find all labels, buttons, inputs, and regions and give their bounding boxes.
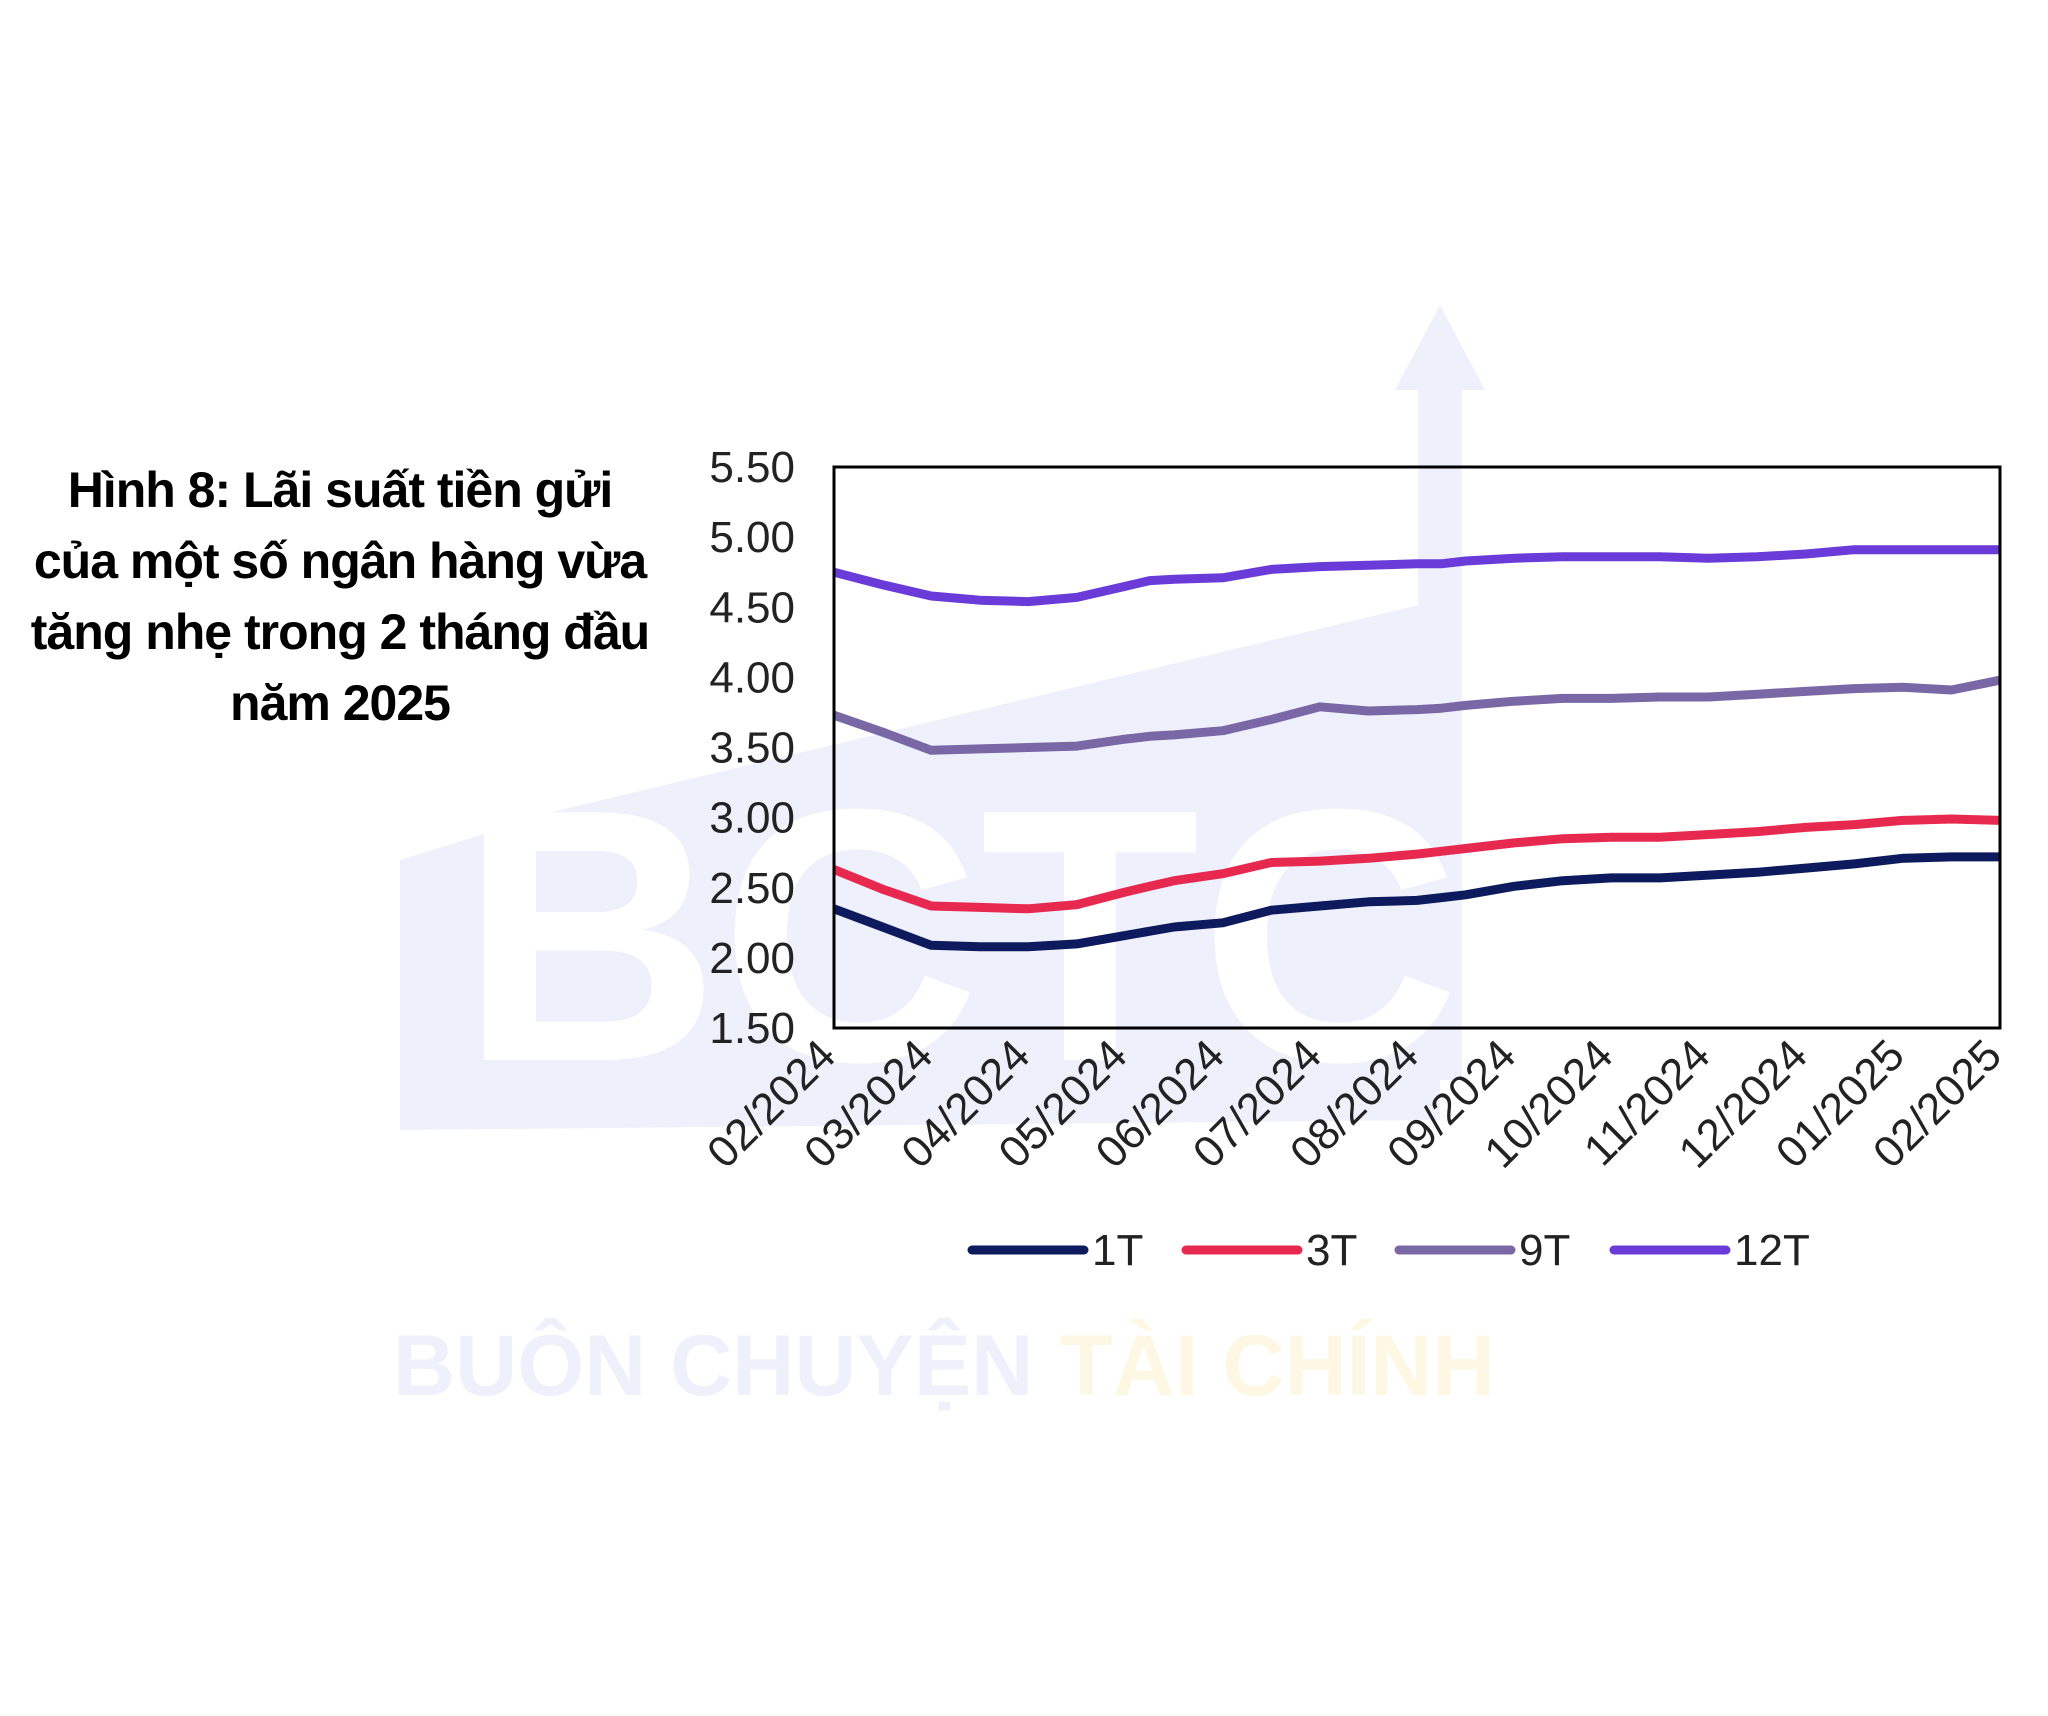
legend-label: 3T [1306, 1226, 1357, 1275]
legend-item-3T: 3T [1181, 1226, 1357, 1275]
series-line-1T [832, 852, 2000, 952]
watermark-logo-letters: BCTC [460, 735, 1460, 1137]
y-tick-label: 4.50 [709, 583, 795, 632]
legend-item-9T: 9T [1394, 1226, 1570, 1275]
y-tick-label: 2.50 [709, 864, 795, 913]
chart-title: Hình 8: Lãi suất tiền gửi của một số ngâ… [30, 462, 650, 731]
y-axis-ticks: 1.50 2.00 2.50 3.00 3.50 4.00 4.50 5.00 5.50 [709, 443, 795, 1053]
legend: 1T 3T 9T 12T [967, 1226, 1810, 1275]
series-line-9T [832, 675, 2001, 755]
plot-frame [832, 465, 2002, 1030]
y-tick-label: 4.00 [709, 653, 795, 702]
legend-item-1T: 1T [967, 1226, 1143, 1275]
y-tick-label: 5.00 [709, 513, 795, 562]
y-tick-label: 3.50 [709, 724, 795, 773]
y-tick-label: 3.00 [709, 794, 795, 843]
legend-item-12T: 12T [1609, 1226, 1810, 1275]
series-line-12T [832, 545, 2000, 607]
y-tick-label: 1.50 [709, 1004, 795, 1053]
watermark-brand-right: TÀI CHÍNH [1060, 1318, 1495, 1414]
plot-area [832, 465, 2002, 1030]
legend-label: 1T [1092, 1226, 1143, 1275]
y-tick-label: 2.00 [709, 934, 795, 983]
series-line-3T [832, 814, 2001, 914]
legend-label: 12T [1734, 1226, 1810, 1275]
y-tick-label: 5.50 [709, 443, 795, 492]
watermark-brand-left: BUÔN CHUYỆN [393, 1318, 1033, 1414]
legend-label: 9T [1519, 1226, 1570, 1275]
